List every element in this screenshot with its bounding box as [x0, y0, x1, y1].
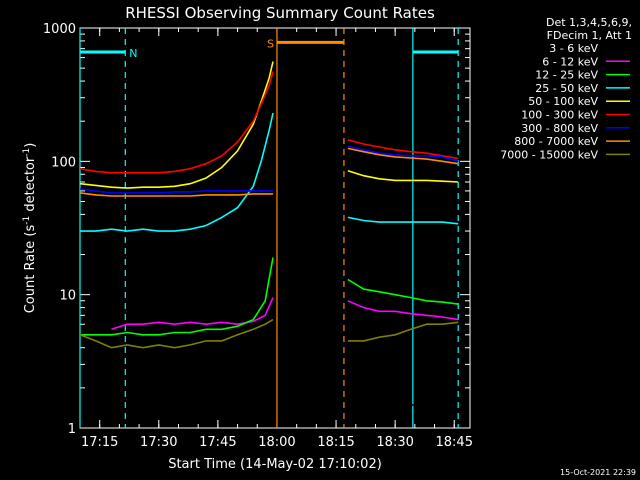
series-line — [79, 192, 273, 197]
x-tick-label: 18:45 — [436, 435, 473, 450]
mode-boundaries — [79, 28, 459, 428]
y-axis-label-sup2: -1 — [22, 148, 32, 157]
series-line — [80, 112, 274, 232]
series-lines — [79, 61, 459, 410]
x-tick-label: 17:15 — [81, 435, 118, 450]
series-line — [347, 216, 459, 225]
legend-entry-label: 25 - 50 keV — [535, 82, 598, 95]
series-line — [79, 318, 274, 349]
legend-entry-label: 100 - 300 keV — [521, 109, 598, 122]
mode-label: S — [267, 37, 274, 50]
x-tick-label: 17:30 — [140, 435, 177, 450]
legend-entry-label: 12 - 25 keV — [535, 69, 598, 82]
y-axis-label-mid: detector — [23, 156, 38, 216]
series-line — [79, 71, 274, 174]
x-axis-label: Start Time (14-May-02 17:10:02) — [168, 457, 382, 472]
legend-entry-label: 7000 - 15000 keV — [500, 148, 598, 161]
series-line — [347, 300, 459, 321]
y-axis-label-main: Count Rate (s — [23, 225, 38, 314]
series-line — [260, 350, 274, 402]
series-line — [79, 188, 273, 194]
legend-entry-label: 6 - 12 keV — [542, 55, 598, 68]
y-axis-label-sup1: -1 — [22, 216, 32, 225]
y-axis-label-end: ) — [23, 143, 38, 148]
timestamp: 15-Oct-2021 22:39 — [560, 468, 636, 477]
series-line — [347, 278, 459, 305]
mode-annotations: NS — [80, 37, 459, 60]
x-tick-label: 18:15 — [317, 435, 354, 450]
y-tick-label: 10 — [59, 289, 76, 304]
x-tick-label: 18:30 — [376, 435, 413, 450]
series-line — [347, 145, 459, 163]
legend: Det 1,3,4,5,6,9, FDecim 1, Att 1 3 - 6 k… — [500, 16, 632, 161]
y-tick-label: 1 — [68, 422, 76, 437]
legend-header-line-2: FDecim 1, Att 1 — [547, 29, 632, 42]
legend-entry-label: 50 - 100 keV — [528, 95, 598, 108]
series-line — [347, 400, 459, 410]
series-line — [111, 297, 274, 331]
series-line — [347, 147, 459, 165]
legend-header-line-1: Det 1,3,4,5,6,9, — [546, 16, 632, 29]
y-tick-label: 100 — [51, 155, 76, 170]
chart-title: RHESSI Observing Summary Count Rates — [125, 4, 435, 22]
y-tick-label: 1000 — [43, 22, 76, 37]
legend-entry-label: 800 - 7000 keV — [514, 135, 598, 148]
series-line — [347, 169, 459, 183]
axis-ticks: 17:15 17:30 17:45 18:00 18:15 18:30 18:45 1 10 10… — [43, 22, 473, 450]
x-tick-label: 17:45 — [199, 435, 236, 450]
x-tick-label: 18:00 — [258, 435, 295, 450]
y-axis-label: Count Rate (s-1 detector-1) — [22, 143, 38, 314]
series-line — [80, 257, 274, 336]
legend-entry-label: 300 - 800 keV — [521, 122, 598, 135]
series-line — [347, 139, 459, 160]
series-line — [347, 321, 459, 342]
mode-label: N — [129, 47, 137, 60]
legend-entry-label: 3 - 6 keV — [549, 42, 598, 55]
